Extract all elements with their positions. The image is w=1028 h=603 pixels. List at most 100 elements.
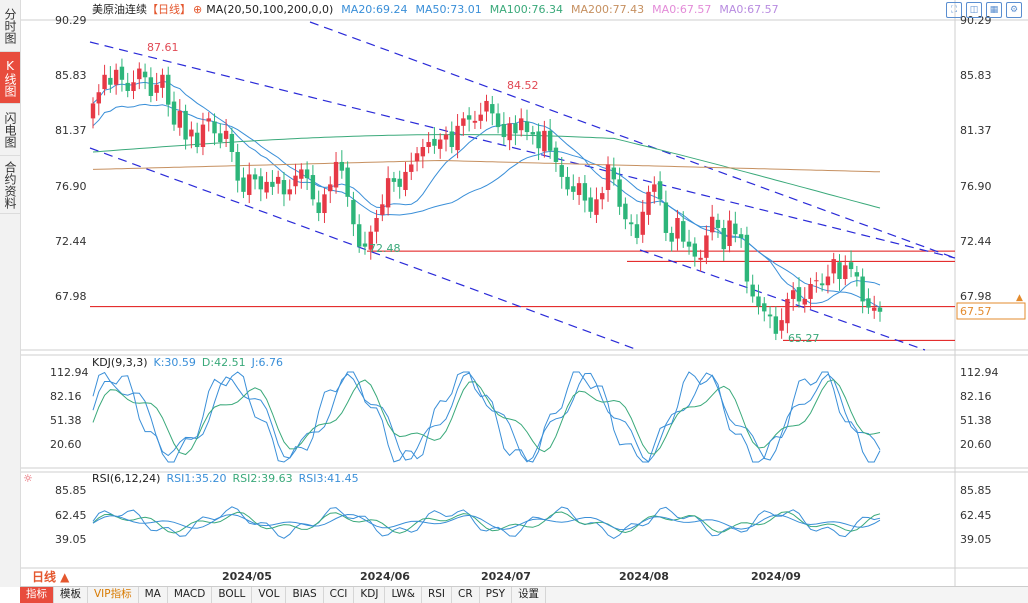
tab-kline[interactable]: K线图 (0, 52, 20, 104)
candle (628, 214, 634, 237)
tab-contract-info[interactable]: 合约资料 (0, 156, 20, 214)
period-selector-button[interactable]: 日线 ▲ (32, 570, 70, 584)
toolbar-indicators[interactable]: 指标 (20, 587, 54, 603)
candle-body (356, 224, 362, 247)
candle (617, 167, 622, 215)
candle (194, 122, 200, 154)
kdj-panel: 112.94 112.94 82.16 82.16 51.38 51.38 20.60 20.… (50, 366, 999, 463)
kdj-y-tick-right: 51.38 (960, 414, 992, 427)
toolbar-cci[interactable]: CCI (324, 587, 355, 603)
candle-body (559, 165, 564, 177)
candle-body (524, 121, 530, 133)
candle (715, 213, 721, 238)
settings-icon[interactable]: ⚙ (1006, 2, 1022, 18)
candle (652, 176, 657, 204)
candle-body (478, 114, 483, 121)
candle (605, 156, 611, 202)
tab-time-share[interactable]: 分时图 (0, 0, 20, 52)
candle (704, 225, 709, 265)
candle-body (872, 307, 877, 311)
candle (304, 161, 310, 190)
candle (119, 58, 125, 92)
candle (432, 127, 437, 154)
ma-value-label: MA20:69.24 (341, 3, 407, 16)
toolbar-macd[interactable]: MACD (168, 587, 213, 603)
candle-body (241, 177, 246, 192)
kdj-y-tick-right: 82.16 (960, 390, 992, 403)
candlesticks (90, 58, 883, 341)
candle-body (582, 183, 588, 201)
horizontal-level-lines (90, 250, 955, 341)
toolbar-boll[interactable]: BOLL (212, 587, 253, 603)
grid-icon[interactable]: ▦ (986, 2, 1002, 18)
toolbar-psy[interactable]: PSY (480, 587, 513, 603)
candle (131, 70, 136, 100)
toolbar-ma[interactable]: MA (139, 587, 168, 603)
candle (160, 68, 165, 98)
candle (698, 249, 703, 272)
candle-body (808, 284, 813, 299)
x-tick: 2024/07 (481, 570, 531, 583)
candle-body (264, 181, 269, 193)
candle-body (877, 307, 883, 312)
expand-icon[interactable]: ◫ (966, 2, 982, 18)
toolbar-settings[interactable]: 设置 (512, 587, 547, 603)
price-annotations: 87.61 84.52 72.48 65.27 (147, 41, 820, 345)
annotation-mid-high: 84.52 (507, 79, 539, 92)
candle-body (484, 100, 489, 112)
toolbar-template[interactable]: 模板 (54, 587, 88, 603)
toolbar-lw[interactable]: LW& (385, 587, 422, 603)
candle-body (536, 131, 541, 149)
kdj-header: KDJ(9,3,3) K:30.59 D:42.51 J:6.76 (92, 356, 283, 369)
candle (142, 63, 148, 90)
candle (362, 231, 368, 255)
candle-body (385, 178, 391, 208)
candle-body (779, 320, 784, 331)
toolbar-vip-indicators[interactable]: VIP指标 (88, 587, 139, 603)
toolbar-rsi[interactable]: RSI (422, 587, 452, 603)
candle (657, 171, 663, 206)
candle (90, 97, 96, 129)
candle-body (819, 283, 825, 286)
current-price-arrow-icon: ▲ (1016, 293, 1023, 303)
candle-body (206, 118, 211, 122)
candle (258, 168, 264, 202)
candle (634, 214, 640, 245)
ma-value-label: MA0:67.57 (719, 3, 778, 16)
candle-body (328, 184, 333, 192)
rsi2-line (92, 511, 881, 534)
ma-value-label: MA200:77.43 (571, 3, 644, 16)
candle (565, 166, 570, 196)
candle (443, 126, 449, 152)
y-tick-left: 67.98 (55, 290, 87, 303)
toolbar-kdj[interactable]: KDJ (354, 587, 386, 603)
toolbar-vol[interactable]: VOL (252, 587, 287, 603)
candle-body (258, 176, 264, 190)
ma100-line (92, 134, 881, 209)
candle-body (414, 153, 420, 162)
candle (368, 225, 373, 260)
toolbar-cr[interactable]: CR (452, 587, 480, 603)
y-tick-right: 67.98 (960, 290, 992, 303)
candle (848, 250, 854, 278)
toolbar-bias[interactable]: BIAS (286, 587, 324, 603)
candle-body (686, 241, 692, 247)
candle (582, 175, 588, 213)
candle (785, 292, 790, 334)
kdj-y-tick-right: 112.94 (960, 366, 999, 379)
candle-body (322, 194, 327, 214)
tab-lightning[interactable]: 闪电图 (0, 104, 20, 156)
candle (247, 162, 252, 204)
candle-body (501, 123, 507, 138)
candle-body (594, 199, 599, 215)
candle-body (634, 224, 640, 238)
add-indicator-icon: ⊕ (193, 3, 202, 16)
candle-body (692, 243, 698, 257)
candle (223, 119, 229, 148)
fullscreen-icon[interactable]: ⛶ (946, 2, 962, 18)
candle (762, 297, 767, 322)
candle (148, 67, 154, 103)
candle (733, 211, 738, 243)
candle-body (275, 176, 281, 184)
